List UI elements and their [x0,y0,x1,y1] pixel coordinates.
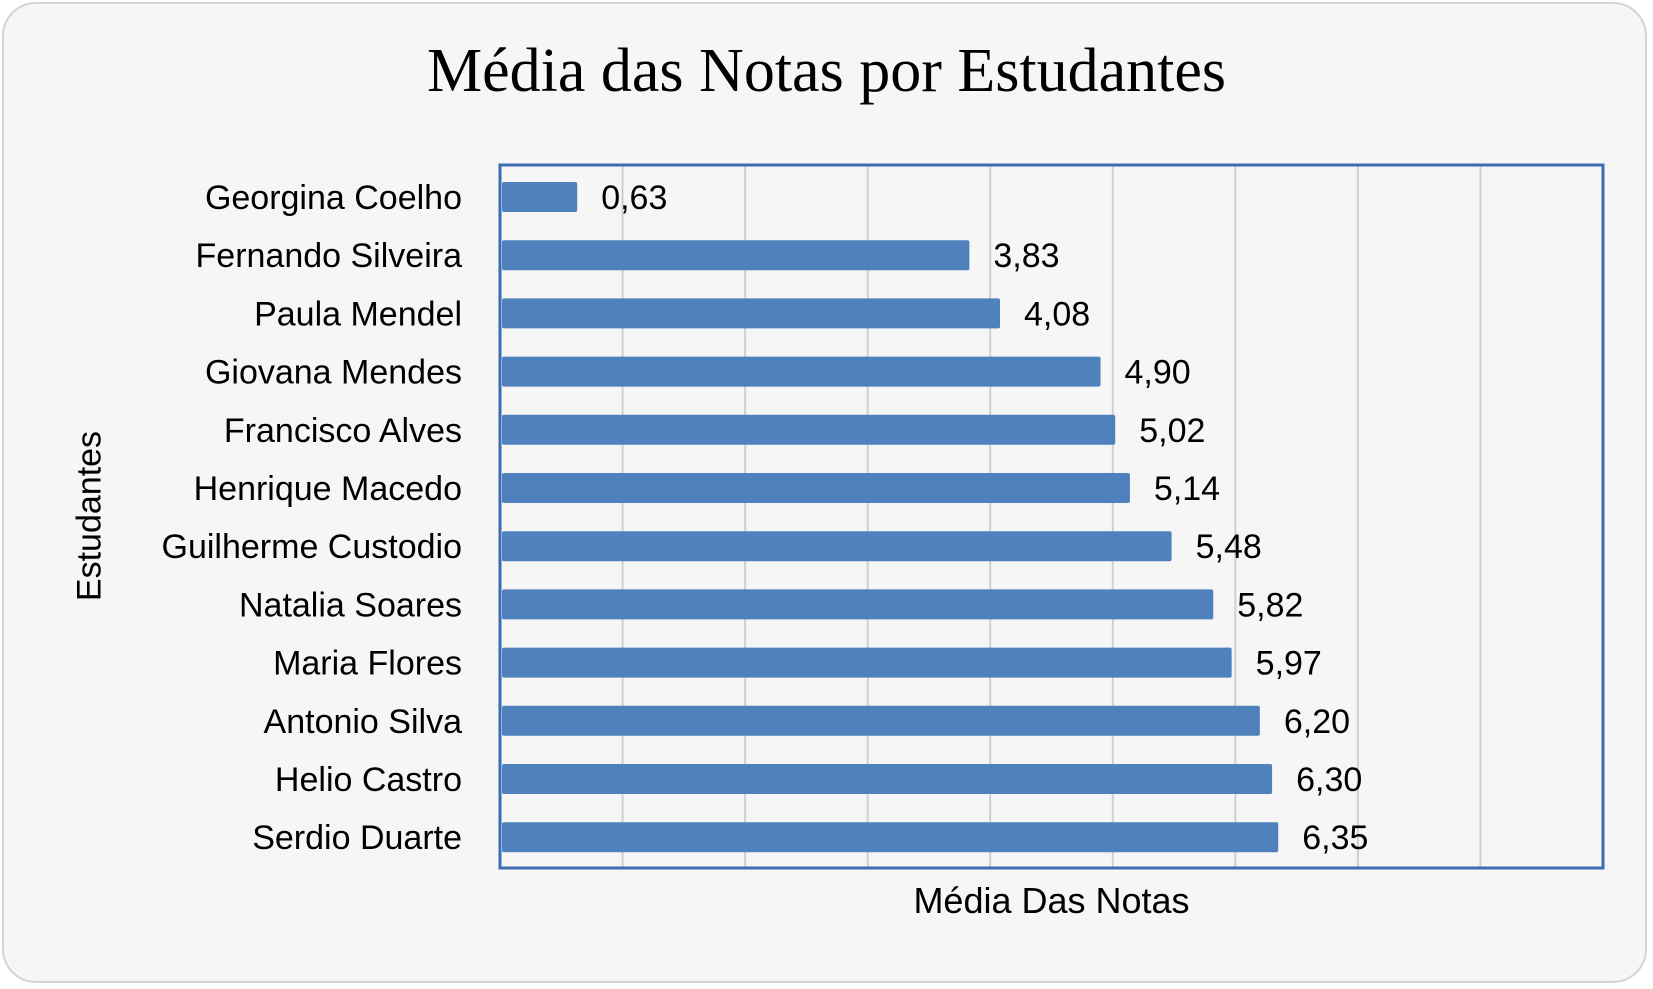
gridlines [621,165,1482,868]
data-label-3: 4,08 [1024,295,1090,333]
bar-5 [502,414,1116,445]
category-label-7: Guilherme Custodio [162,528,462,566]
category-label-1: Georgina Coelho [205,179,462,217]
data-label-2: 3,83 [993,237,1059,275]
bar-10 [502,705,1260,736]
category-label-2: Fernando Silveira [196,237,463,275]
category-label-10: Antonio Silva [264,703,463,741]
bar-9 [502,647,1232,678]
category-label-6: Henrique Macedo [194,470,462,508]
data-label-11: 6,30 [1296,761,1362,799]
data-label-9: 5,97 [1256,645,1322,683]
category-label-11: Helio Castro [275,761,462,799]
category-label-4: Giovana Mendes [205,354,462,392]
category-label-12: Serdio Duarte [252,819,462,857]
category-label-3: Paula Mendel [254,295,462,333]
data-label-6: 5,14 [1154,470,1220,508]
category-label-9: Maria Flores [273,645,462,683]
data-label-10: 6,20 [1284,703,1350,741]
chart-title: Média das Notas por Estudantes [427,37,1226,105]
data-label-12: 6,35 [1302,819,1368,857]
bars [502,182,1279,853]
data-labels: 0,63 3,83 4,08 4,90 5,02 5,14 5,48 5,82 5,97 6,20… [601,179,1368,857]
bar-7 [502,531,1172,562]
data-label-7: 5,48 [1196,528,1262,566]
category-label-5: Francisco Alves [224,412,462,450]
data-label-5: 5,02 [1139,412,1205,450]
data-label-8: 5,82 [1237,586,1303,624]
plot-area-border [498,163,1605,870]
bar-2 [502,240,970,271]
bar-6 [502,473,1130,503]
x-axis-label: Média Das Notas [913,880,1190,921]
bar-3 [502,298,1001,329]
category-labels: Georgina Coelho Fernando Silveira Paula Me… [162,179,463,857]
bar-12 [502,822,1279,853]
category-label-8: Natalia Soares [239,586,462,624]
data-label-4: 4,90 [1125,354,1191,392]
data-label-1: 0,63 [601,179,667,217]
bar-4 [502,356,1101,387]
bar-1 [502,182,578,212]
bar-11 [502,764,1273,794]
bar-8 [502,589,1214,620]
